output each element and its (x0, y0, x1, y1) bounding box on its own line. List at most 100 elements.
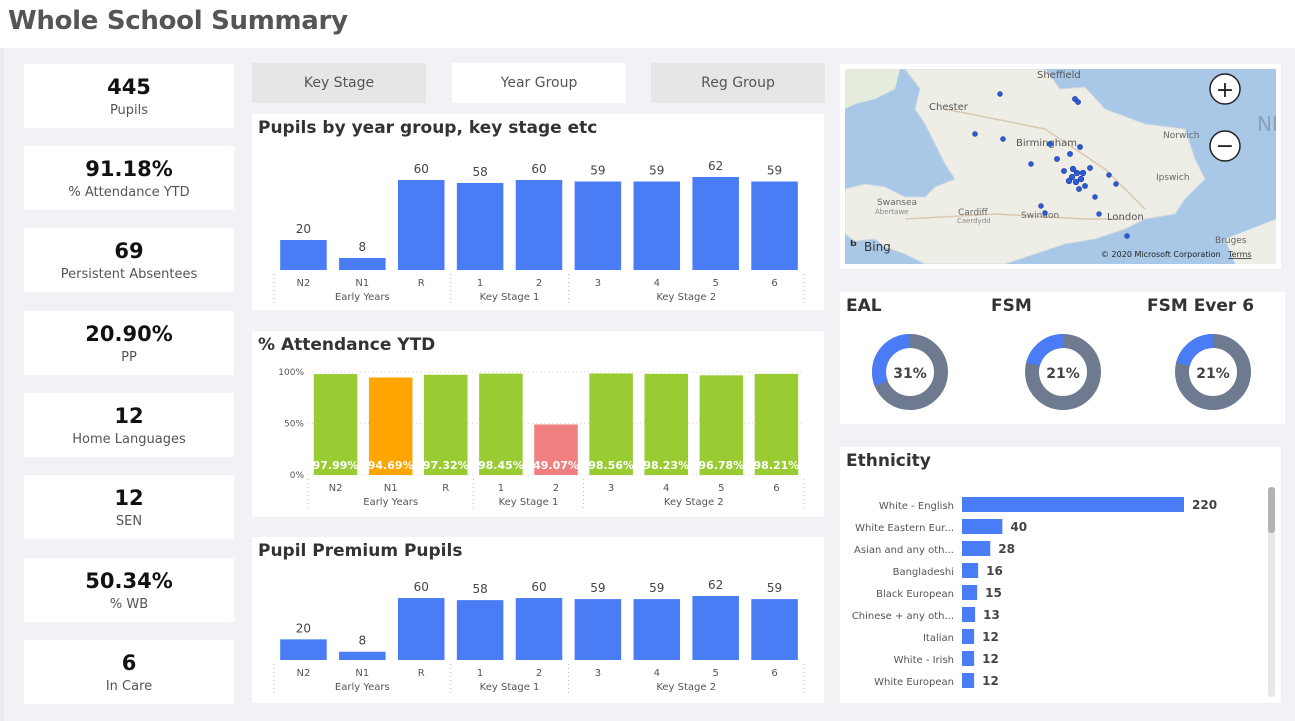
x-tick-label: 5 (718, 483, 724, 494)
category-label: Black European (876, 589, 954, 600)
title-bar: Whole School Summary (0, 0, 1295, 48)
x-tick-label: 6 (773, 483, 779, 494)
bing-logo-text: Bing (864, 240, 891, 254)
x-tick-label: 4 (654, 668, 660, 679)
map-label: Caerdydd (957, 217, 991, 225)
bar (962, 541, 991, 556)
map-canvas[interactable]: Sheffield Chester Birmingham Norwich Swa… (845, 69, 1276, 264)
donut-center-label: 31% (893, 366, 927, 382)
x-tick-label: 6 (771, 278, 777, 289)
data-label: 59 (767, 581, 782, 595)
fsm-title: FSM (991, 296, 1032, 316)
kpi-value: 50.34% (85, 569, 173, 593)
zoom-in-button[interactable]: + (1209, 73, 1241, 105)
data-label: 96.78% (698, 459, 744, 472)
bar (754, 373, 799, 475)
kpi-card-sen: 12 SEN (24, 475, 234, 539)
chart-title: Pupil Premium Pupils (258, 541, 463, 561)
kpi-card-pupils: 445 Pupils (24, 64, 234, 128)
bar (962, 497, 1184, 512)
pupil-premium-chart-card: Pupil Premium Pupils 20 N2 8 N1 60 R 58 1 60 2 59 3… (252, 537, 824, 703)
x-tick-label: 6 (771, 668, 777, 679)
bar (339, 651, 386, 660)
bar (589, 373, 633, 475)
data-label: 49.07% (533, 459, 579, 472)
data-label: 58 (472, 165, 487, 179)
category-label: Italian (923, 633, 954, 644)
kpi-label: Home Languages (72, 432, 186, 447)
kpi-label: Persistent Absentees (60, 267, 198, 282)
kpi-value: 6 (121, 651, 137, 675)
bar (962, 607, 976, 622)
chart-title: % Attendance YTD (258, 335, 436, 355)
donut-charts[interactable]: 31% 21% 21% (840, 292, 1285, 424)
kpi-card-pp: 20.90% PP (24, 311, 234, 375)
category-label: White European (874, 677, 954, 688)
ethnicity-scrollbar[interactable] (1268, 487, 1275, 697)
attendance-chart[interactable]: 0% 50% 100% 97.99% N2 94.69% N1 97.32% R 98.45% 1 4… (252, 331, 824, 517)
bar (962, 673, 975, 688)
map-terms-link[interactable]: Terms (1227, 250, 1252, 259)
y-tick-label: 100% (278, 368, 304, 378)
bing-logo-icon: ᵇ (850, 237, 857, 255)
data-label: 59 (767, 164, 782, 178)
pupils-by-year-chart[interactable]: 20 N2 8 N1 60 R 58 1 60 2 59 3 59 4 62 5 59 6 Early Years K… (252, 114, 824, 310)
pupil-premium-chart[interactable]: 20 N2 8 N1 60 R 58 1 60 2 59 3 59 4 62 5 59 6 Early Years K… (252, 537, 824, 703)
chart-title: Ethnicity (846, 451, 931, 471)
data-label: 98.23% (643, 459, 689, 472)
y-tick-label: 0% (290, 471, 305, 481)
key-stage-button[interactable]: Key Stage (252, 63, 426, 103)
data-label: 62 (708, 159, 723, 173)
kpi-value: 69 (114, 239, 144, 263)
year-group-button[interactable]: Year Group (452, 63, 626, 103)
reg-group-button[interactable]: Reg Group (651, 63, 825, 103)
category-label: White - Irish (894, 655, 954, 666)
data-label: 98.45% (478, 459, 524, 472)
category-label: White - English (879, 501, 954, 512)
group-label: Key Stage 2 (664, 497, 724, 508)
kpi-value: 12 (114, 404, 144, 428)
kpi-value: 12 (114, 486, 144, 510)
bar (456, 600, 504, 660)
bar (339, 258, 386, 270)
x-tick-label: N2 (329, 483, 343, 494)
zoom-out-button[interactable]: − (1209, 130, 1241, 162)
category-label: Bangladeshi (893, 567, 954, 578)
attendance-chart-card: % Attendance YTD 0% 50% 100% 97.99% N2 94.69%… (252, 331, 824, 517)
bar (534, 424, 578, 475)
kpi-label: SEN (115, 514, 143, 529)
data-label: 15 (985, 586, 1002, 600)
bar (515, 180, 563, 270)
bar (574, 181, 622, 270)
x-tick-label: 2 (536, 668, 542, 679)
y-tick-label: 50% (284, 420, 304, 430)
kpi-value: 91.18% (85, 157, 173, 181)
data-label: 40 (1010, 520, 1027, 534)
kpi-value: 445 (107, 75, 151, 99)
x-tick-label: R (418, 278, 425, 289)
kpi-card-wb: 50.34% % WB (24, 558, 234, 622)
kpi-value: 20.90% (85, 322, 173, 346)
data-label: 13 (983, 608, 1000, 622)
map-label: Ipswich (1156, 173, 1190, 183)
group-label: Key Stage 1 (499, 497, 559, 508)
scrollbar-thumb[interactable] (1268, 487, 1275, 533)
data-label: 20 (296, 621, 311, 635)
data-label: 98.21% (754, 459, 800, 472)
bar (751, 599, 798, 660)
ethnicity-chart[interactable]: White - English 220 White Eastern Eur... 40… (840, 447, 1270, 703)
data-label: 28 (998, 542, 1015, 556)
map[interactable]: Sheffield Chester Birmingham Norwich Swa… (845, 69, 1276, 264)
data-label: 97.99% (313, 459, 359, 472)
data-label: 60 (531, 580, 546, 594)
data-label: 12 (982, 652, 999, 666)
bar (633, 181, 681, 270)
x-tick-label: 2 (553, 483, 559, 494)
category-label: Chinese + any oth... (852, 611, 954, 622)
kpi-label: Pupils (109, 103, 149, 118)
x-tick-label: N1 (384, 483, 398, 494)
data-label: 97.32% (423, 459, 469, 472)
data-label: 59 (649, 164, 664, 178)
donut-card: 31% 21% 21% (840, 292, 1285, 424)
map-label: London (1107, 212, 1144, 223)
